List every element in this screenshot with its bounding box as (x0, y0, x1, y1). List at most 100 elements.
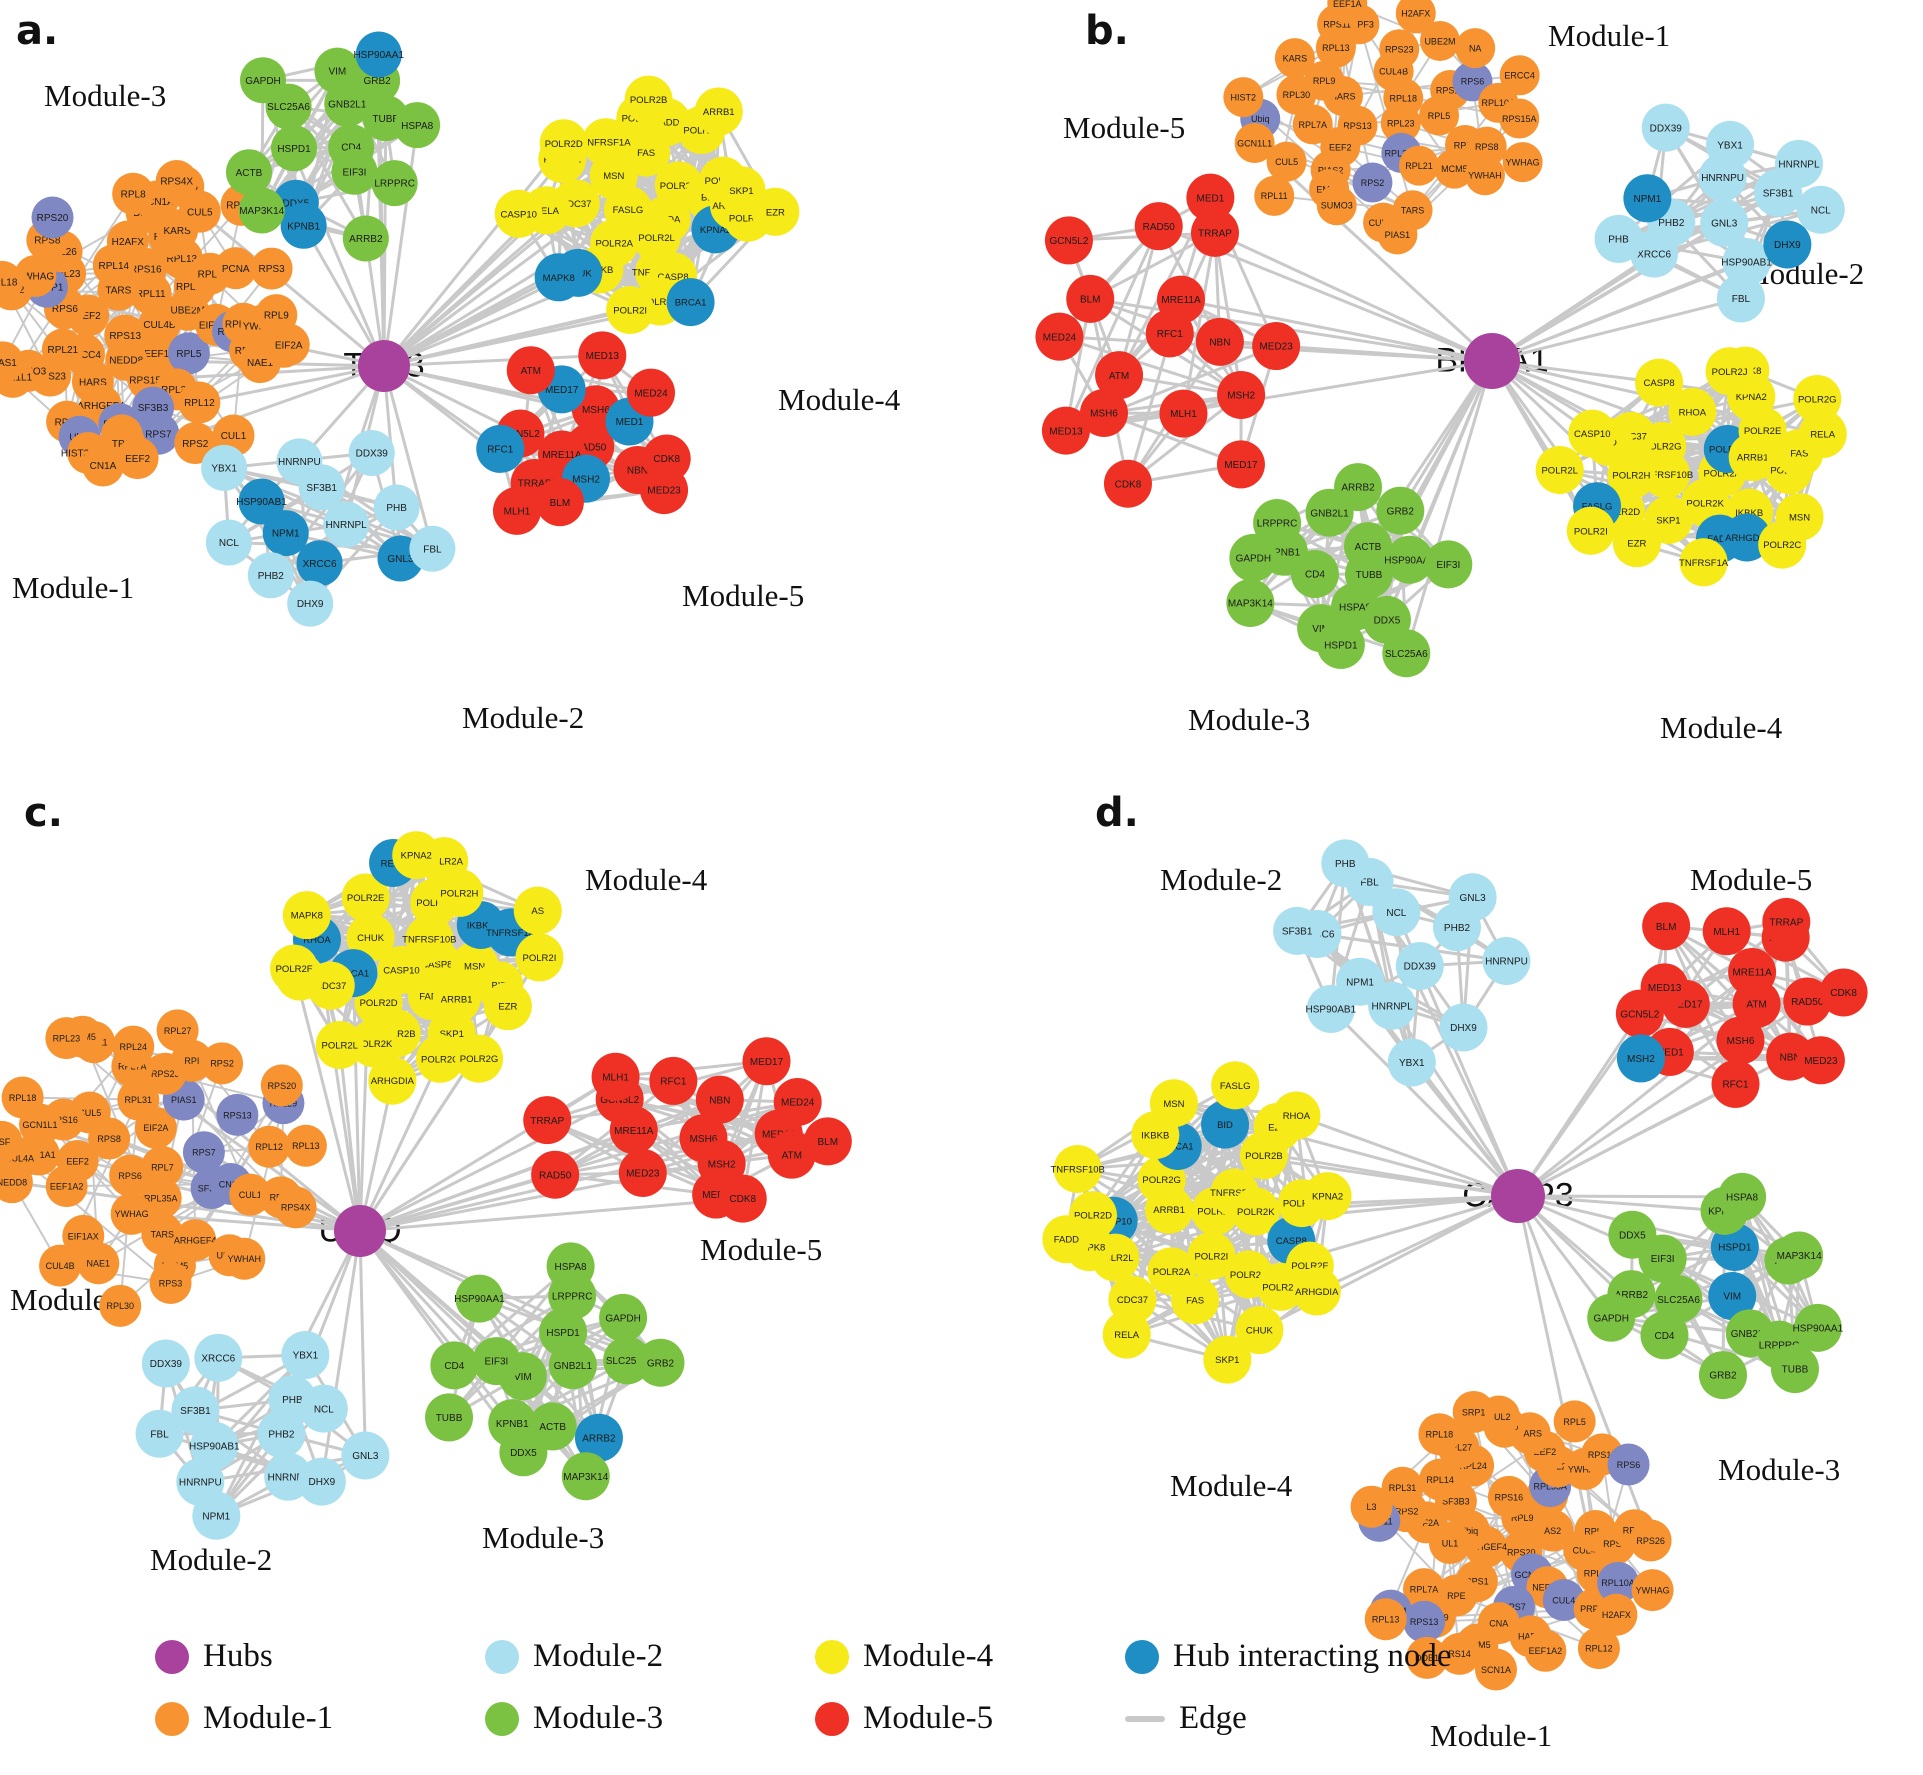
network-node[interactable] (1439, 1003, 1488, 1052)
network-node[interactable] (1042, 1215, 1091, 1264)
network-node[interactable] (1466, 126, 1507, 167)
network-node[interactable] (1334, 463, 1383, 512)
network-node[interactable] (1095, 351, 1144, 400)
network-node[interactable] (110, 1192, 153, 1235)
network-node[interactable] (201, 444, 248, 491)
network-node[interactable] (1403, 1600, 1446, 1643)
network-node[interactable] (1796, 185, 1845, 234)
network-node[interactable] (117, 1078, 160, 1121)
network-node[interactable] (535, 478, 584, 527)
network-node[interactable] (1211, 1061, 1260, 1110)
network-node[interactable] (39, 1244, 82, 1287)
network-node[interactable] (287, 580, 334, 627)
network-node[interactable] (1616, 1034, 1665, 1083)
network-node[interactable] (1448, 873, 1497, 922)
network-node[interactable] (1464, 155, 1505, 196)
network-node[interactable] (1434, 148, 1475, 189)
network-node[interactable] (425, 1393, 474, 1442)
network-node[interactable] (1223, 77, 1264, 118)
network-node[interactable] (1608, 1210, 1657, 1259)
network-node[interactable] (1252, 322, 1301, 371)
network-node[interactable] (394, 102, 441, 149)
network-node[interactable] (1502, 142, 1543, 183)
network-node[interactable] (506, 346, 555, 395)
network-node[interactable] (582, 118, 631, 167)
network-node[interactable] (81, 444, 124, 487)
network-node[interactable] (606, 285, 655, 334)
network-node[interactable] (1327, 0, 1368, 24)
network-node[interactable] (223, 1237, 266, 1280)
network-node[interactable] (341, 873, 390, 922)
network-node[interactable] (1587, 1293, 1636, 1342)
network-node[interactable] (1722, 238, 1771, 287)
network-node[interactable] (1793, 1303, 1842, 1352)
network-node[interactable] (1762, 897, 1811, 946)
network-node[interactable] (666, 278, 715, 327)
network-node[interactable] (297, 1457, 346, 1506)
network-node[interactable] (1700, 198, 1749, 247)
network-node[interactable] (178, 381, 221, 424)
network-node[interactable] (192, 1491, 241, 1540)
network-node[interactable] (373, 484, 420, 531)
network-node[interactable] (636, 1338, 685, 1387)
network-node[interactable] (1424, 540, 1473, 589)
network-node[interactable] (1368, 981, 1417, 1030)
network-node[interactable] (1716, 274, 1765, 323)
network-node[interactable] (476, 424, 525, 473)
network-node[interactable] (539, 119, 588, 168)
network-node[interactable] (1455, 28, 1496, 69)
network-node[interactable] (767, 1130, 816, 1179)
network-node[interactable] (1577, 1627, 1620, 1670)
network-node[interactable] (1718, 1172, 1767, 1221)
network-node[interactable] (803, 1117, 852, 1166)
network-node[interactable] (238, 187, 285, 234)
network-node[interactable] (1594, 214, 1643, 263)
network-node[interactable] (1171, 1276, 1220, 1325)
network-node[interactable] (626, 368, 675, 417)
network-node[interactable] (1303, 1172, 1352, 1221)
network-node[interactable] (1654, 1275, 1703, 1324)
network-node[interactable] (1316, 185, 1357, 226)
network-node[interactable] (1775, 1231, 1824, 1280)
network-node[interactable] (523, 1096, 572, 1145)
network-node[interactable] (539, 1308, 588, 1357)
network-node[interactable] (494, 189, 543, 238)
network-node[interactable] (1710, 1223, 1759, 1272)
network-node[interactable] (1702, 907, 1751, 956)
hub-node[interactable] (1464, 333, 1520, 389)
network-node[interactable] (1157, 275, 1206, 324)
network-node[interactable] (1102, 1310, 1151, 1359)
network-node[interactable] (1272, 1091, 1321, 1140)
network-node[interactable] (1316, 620, 1365, 669)
network-node[interactable] (1044, 216, 1093, 265)
network-node[interactable] (1382, 629, 1431, 678)
network-node[interactable] (1711, 1059, 1760, 1108)
network-node[interactable] (31, 196, 74, 239)
network-node[interactable] (1758, 520, 1807, 569)
network-node[interactable] (271, 125, 318, 172)
network-node[interactable] (513, 886, 562, 935)
network-node[interactable] (515, 933, 564, 982)
network-node[interactable] (225, 149, 272, 196)
network-node[interactable] (1475, 1648, 1518, 1691)
network-node[interactable] (1229, 533, 1278, 582)
network-node[interactable] (599, 1293, 648, 1342)
network-node[interactable] (1395, 0, 1436, 34)
network-node[interactable] (1706, 120, 1755, 169)
network-node[interactable] (205, 519, 252, 566)
network-node[interactable] (455, 1034, 504, 1083)
network-node[interactable] (1705, 347, 1754, 396)
network-node[interactable] (1668, 387, 1717, 436)
network-node[interactable] (141, 1146, 184, 1189)
network-node[interactable] (1641, 103, 1690, 152)
network-node[interactable] (1350, 1485, 1393, 1528)
network-node[interactable] (694, 87, 743, 136)
network-node[interactable] (1201, 1100, 1250, 1149)
network-node[interactable] (1535, 445, 1584, 494)
network-node[interactable] (99, 1284, 142, 1327)
network-node[interactable] (742, 1037, 791, 1086)
network-node[interactable] (1216, 440, 1265, 489)
network-node[interactable] (1195, 317, 1244, 366)
network-node[interactable] (1774, 139, 1823, 188)
network-node[interactable] (492, 486, 541, 535)
